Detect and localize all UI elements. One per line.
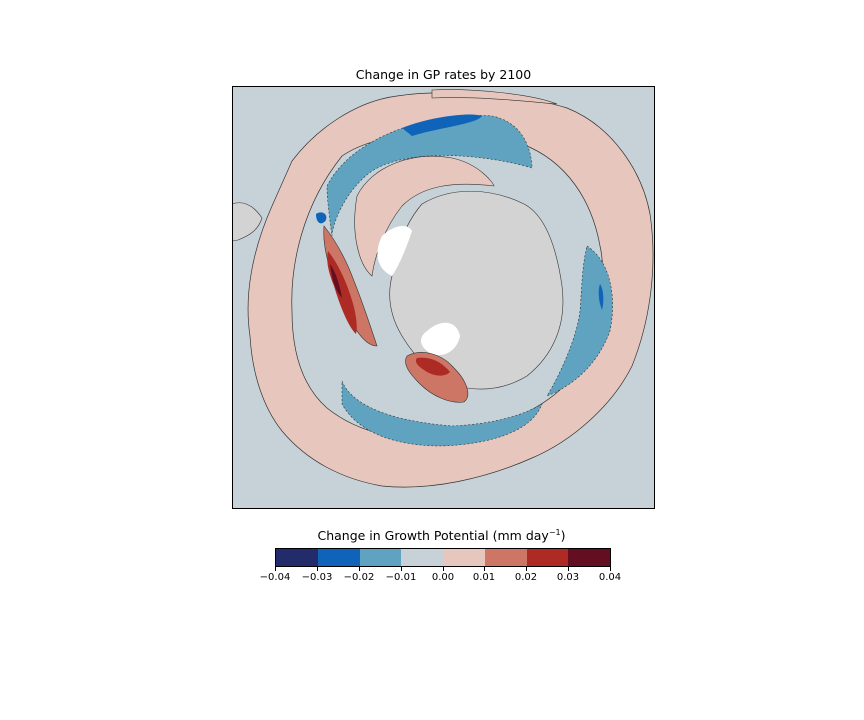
colorbar-ticks: −0.04 −0.03 −0.02 −0.01 0.00 0.01 0.02 0.03 0.04 <box>260 567 621 587</box>
colorbar-tick-label: 0.03 <box>556 572 580 583</box>
colorbar-swatch <box>317 549 360 566</box>
ross-ice-shelf <box>377 225 412 276</box>
colorbar-tick <box>443 567 444 571</box>
colorbar-tick <box>401 567 402 571</box>
colorbar-tick-label: −0.03 <box>301 572 333 583</box>
antarctic-peninsula-peak <box>330 264 342 298</box>
colorbar-swatch <box>526 549 569 566</box>
south-cooling-band <box>341 380 543 447</box>
colorbar-swatch <box>359 549 402 566</box>
polar-map <box>232 86 655 509</box>
colorbar-swatch <box>276 549 318 566</box>
colorbar-tick <box>275 567 276 571</box>
colorbar-tick-label: −0.04 <box>259 572 291 583</box>
colorbar-swatch <box>568 549 610 566</box>
colorbar-tick-label: −0.01 <box>385 572 417 583</box>
colorbar-swatch <box>401 549 443 566</box>
colorbar-tick <box>484 567 485 571</box>
colorbar-tick-label: 0.02 <box>514 572 538 583</box>
map-border <box>232 86 655 509</box>
colorbar-tick-label: 0.00 <box>431 572 455 583</box>
colorbar <box>275 548 611 567</box>
colorbar-label: Change in Growth Potential (mm day−1) <box>317 528 566 544</box>
colorbar-tick <box>526 567 527 571</box>
middle-cooling-ring <box>326 115 533 237</box>
colorbar-tick <box>317 567 318 571</box>
strong-cooling-patch-east <box>598 284 604 310</box>
map-panel <box>232 86 655 509</box>
strong-cooling-patch <box>402 114 482 136</box>
colorbar-tick <box>568 567 569 571</box>
colorbar-swatch <box>484 549 527 566</box>
strong-cooling-patch-west <box>316 212 327 224</box>
map-title: Change in GP rates by 2100 <box>355 67 532 82</box>
ross-sea-core <box>415 357 450 376</box>
weddell-ice-shelf <box>420 322 460 356</box>
colorbar-tick <box>610 567 611 571</box>
colorbar-tick-label: 0.04 <box>598 572 622 583</box>
south-america-tip <box>232 202 263 242</box>
colorbar-tick-label: −0.02 <box>343 572 375 583</box>
antarctic-peninsula-core <box>327 251 357 334</box>
colorbar-tick-label: 0.01 <box>472 572 496 583</box>
east-cooling-band <box>546 245 613 397</box>
inner-warming-ring <box>354 156 495 277</box>
northern-warming-streak <box>431 89 558 105</box>
colorbar-swatch <box>443 549 485 566</box>
colorbar-tick <box>359 567 360 571</box>
